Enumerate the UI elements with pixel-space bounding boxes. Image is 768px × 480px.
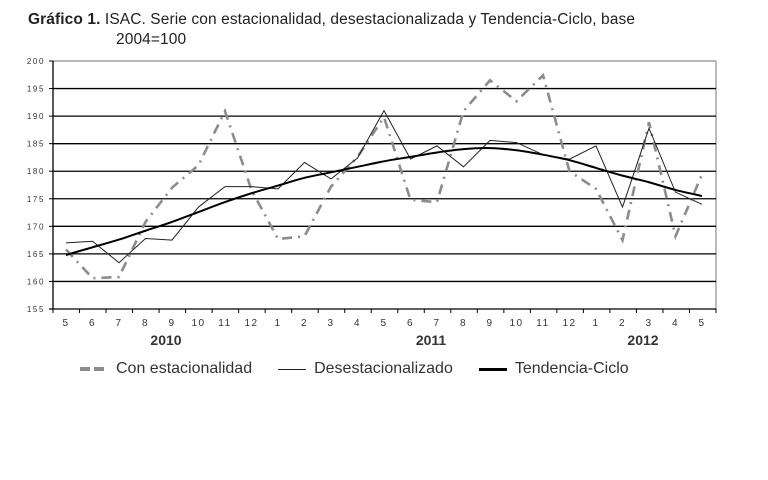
x-tick-label: 7 — [115, 318, 122, 329]
series-con-estacionalidad — [65, 72, 704, 280]
year-label: 2010 — [150, 332, 181, 348]
x-tick-label: 1 — [592, 318, 599, 329]
figure-title-line1: ISAC. Serie con estacionalidad, desestac… — [104, 11, 636, 28]
y-tick-label: 155 — [27, 305, 45, 314]
x-tick-label: 3 — [327, 318, 334, 329]
x-tick-label: 3 — [645, 318, 652, 329]
x-tick-label: 9 — [486, 318, 493, 329]
x-tick-label: 8 — [142, 318, 149, 329]
legend-item-desestacionalizado: Desestacionalizado — [278, 360, 453, 378]
x-tick-label: 11 — [536, 318, 549, 329]
x-tick-label: 1 — [274, 318, 281, 329]
figure-title: Gráfico 1. ISAC. Serie con estacionalida… — [28, 10, 728, 50]
y-tick-label: 185 — [27, 140, 45, 149]
figure-title-line2: 2004=100 — [116, 31, 187, 48]
y-tick-label: 165 — [27, 250, 45, 259]
series-lines — [65, 72, 704, 280]
x-tick-label: 4 — [354, 318, 361, 329]
gridlines — [53, 60, 717, 309]
dash-line-icon — [80, 367, 108, 371]
x-tick-label: 8 — [460, 318, 467, 329]
x-tick-label: 2 — [619, 318, 626, 329]
legend: Con estacionalidad Desestacionalizado Te… — [80, 360, 655, 378]
y-tick-label: 180 — [27, 167, 45, 176]
series-tendencia-ciclo — [65, 147, 703, 256]
x-tick-label: 10 — [509, 318, 523, 329]
legend-item-tendencia-ciclo: Tendencia-Ciclo — [478, 360, 629, 378]
thin-line-icon — [278, 368, 307, 370]
y-axis: 155 160 165 170 175 180 185 190 195 200 — [27, 57, 54, 314]
x-tick-label: 6 — [407, 318, 414, 329]
x-tick-label: 6 — [89, 318, 96, 329]
y-tick-label: 195 — [27, 85, 45, 94]
x-tick-label: 7 — [433, 318, 440, 329]
x-tick-label: 2 — [301, 318, 308, 329]
y-tick-label: 170 — [27, 222, 45, 231]
thick-line-icon — [478, 367, 507, 371]
year-label: 2012 — [627, 332, 658, 348]
x-tick-label: 9 — [168, 318, 175, 329]
x-tick-label: 10 — [191, 318, 205, 329]
x-tick-label: 4 — [672, 318, 679, 329]
legend-label: Con estacionalidad — [116, 360, 253, 377]
x-tick-label: 5 — [62, 318, 69, 329]
x-tick-label: 5 — [698, 318, 705, 329]
x-tick-label: 12 — [562, 318, 576, 329]
y-tick-label: 200 — [27, 57, 45, 66]
legend-label: Desestacionalizado — [314, 360, 453, 377]
y-tick-label: 160 — [27, 277, 45, 286]
x-tick-label: 11 — [218, 318, 231, 329]
legend-label: Tendencia-Ciclo — [514, 360, 629, 377]
x-tick-label: 5 — [380, 318, 387, 329]
year-label: 2011 — [416, 332, 447, 348]
y-tick-label: 190 — [27, 112, 45, 121]
y-tick-label: 175 — [27, 195, 45, 204]
legend-item-con-estacionalidad: Con estacionalidad — [80, 360, 252, 378]
figure-label: Gráfico 1. — [28, 11, 101, 28]
series-desestacionalizado — [65, 109, 703, 264]
x-tick-label: 12 — [244, 318, 258, 329]
